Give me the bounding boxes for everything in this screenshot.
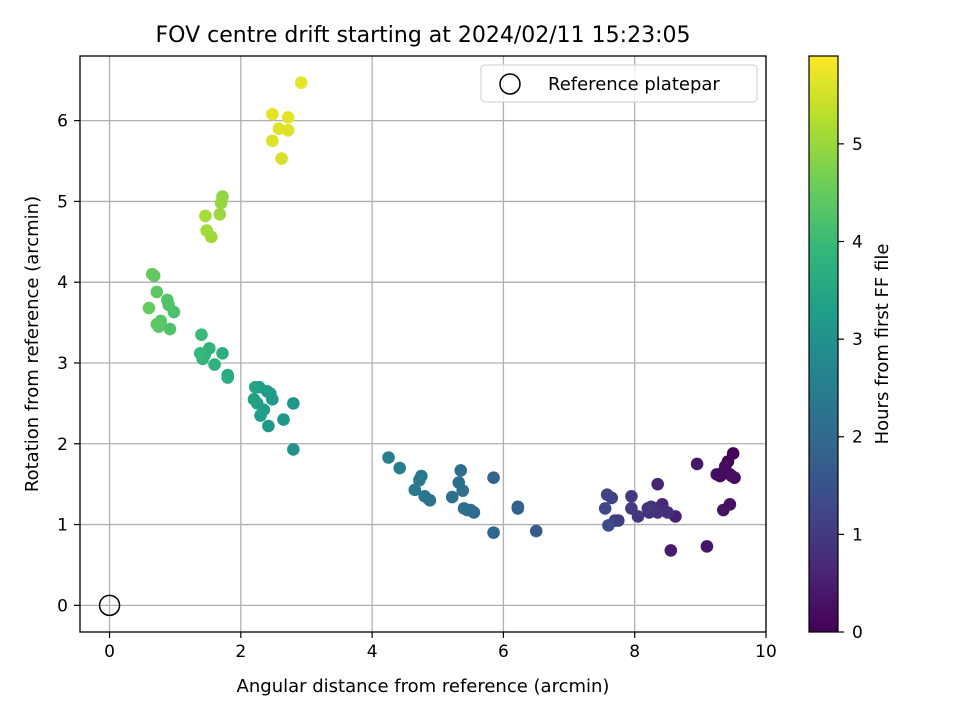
data-point <box>457 502 471 515</box>
y-tick-label: 6 <box>57 112 68 132</box>
data-point <box>418 489 431 503</box>
legend-marker-reference <box>499 73 521 95</box>
legend: Reference platepar <box>480 64 758 103</box>
colorbar-tick-label: 2 <box>852 428 863 448</box>
data-point <box>248 380 262 394</box>
y-tick-label: 5 <box>57 192 68 212</box>
data-point <box>254 409 267 422</box>
y-tick-label: 3 <box>57 354 68 374</box>
data-point <box>162 298 175 312</box>
data-point <box>651 477 664 491</box>
data-point <box>195 328 208 342</box>
data-point <box>382 451 395 464</box>
x-axis-label: Angular distance from reference (arcmin) <box>237 676 610 697</box>
data-point <box>208 358 221 371</box>
y-tick-label: 1 <box>57 516 68 536</box>
data-point <box>408 483 422 497</box>
data-point <box>664 544 678 557</box>
colorbar-tick-label: 0 <box>852 623 863 643</box>
scatter-points <box>142 76 741 557</box>
x-tick-label: 0 <box>104 642 115 662</box>
reference-layer <box>98 594 121 617</box>
legend-label-reference: Reference platepar <box>548 74 720 95</box>
data-point <box>247 393 261 406</box>
data-point <box>294 76 308 89</box>
y-axis-label: Rotation from reference (arcmin) <box>22 196 43 492</box>
colorbar-tick-label: 5 <box>852 135 863 155</box>
data-point <box>454 464 468 477</box>
data-point <box>266 107 279 121</box>
data-point <box>452 476 466 489</box>
data-point <box>272 122 286 136</box>
x-tick-label: 2 <box>235 642 246 662</box>
data-point <box>281 111 295 124</box>
data-point <box>145 267 159 281</box>
reference-point-marker <box>98 594 121 617</box>
data-point <box>487 526 500 539</box>
data-point <box>700 540 714 553</box>
data-point <box>710 468 724 481</box>
x-tick-label: 4 <box>367 642 378 662</box>
data-point <box>718 460 732 473</box>
data-point <box>393 461 406 475</box>
data-point <box>625 489 638 503</box>
data-point <box>214 196 228 210</box>
plot-frame <box>79 55 767 633</box>
data-point <box>262 419 275 433</box>
y-tick-label: 2 <box>57 435 68 455</box>
data-point <box>690 457 704 471</box>
data-point <box>150 285 164 299</box>
data-point <box>200 224 213 237</box>
data-point <box>511 502 525 515</box>
data-point <box>213 208 227 221</box>
colorbar-tick-label: 3 <box>852 330 863 350</box>
y-tick-label: 0 <box>57 596 68 616</box>
data-point <box>641 502 655 515</box>
data-point <box>287 397 300 410</box>
data-point <box>487 471 500 484</box>
x-tick-label: 6 <box>498 642 509 662</box>
data-point <box>277 413 290 426</box>
data-point <box>216 346 229 360</box>
data-point <box>275 152 288 165</box>
x-tick-label: 10 <box>755 642 777 662</box>
data-point <box>600 488 614 501</box>
data-point <box>193 346 207 360</box>
data-point <box>199 209 212 223</box>
data-point <box>725 469 739 483</box>
data-point <box>625 502 638 515</box>
data-point <box>445 490 459 504</box>
grid <box>80 56 767 632</box>
y-tick-label: 4 <box>57 273 68 293</box>
colorbar-ticks: 0 1 2 3 4 5 <box>838 135 863 643</box>
data-point <box>602 519 615 532</box>
data-point <box>266 134 279 148</box>
x-tick-label: 8 <box>629 642 640 662</box>
data-point <box>529 524 543 538</box>
data-point <box>150 317 164 331</box>
legend-box <box>480 64 758 103</box>
data-point <box>413 473 426 487</box>
data-point <box>598 502 612 515</box>
colorbar-gradient <box>808 55 839 633</box>
data-point <box>221 371 235 384</box>
data-point <box>717 503 730 517</box>
chart-title: FOV centre drift starting at 2024/02/11 … <box>156 23 691 48</box>
axis-ticks: 0 2 4 6 8 10 0 1 2 3 4 5 6 <box>57 112 777 662</box>
data-point <box>661 506 674 519</box>
colorbar-tick-label: 1 <box>852 525 863 545</box>
colorbar-tick-label: 4 <box>852 232 863 252</box>
data-point <box>163 322 177 336</box>
data-point <box>142 301 156 315</box>
data-point <box>287 443 300 456</box>
colorbar-label: Hours from first FF file <box>872 244 893 445</box>
colorbar: 0 1 2 3 4 5 Hours from first FF file <box>808 55 893 643</box>
